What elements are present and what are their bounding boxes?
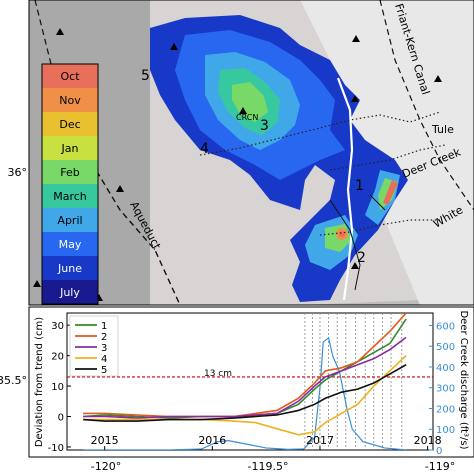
friant-kern-canal: [336, 77, 354, 301]
legend-month-label: Nov: [59, 94, 81, 107]
y2-tick-label: 0: [436, 446, 442, 457]
zone-label-1: 1: [355, 178, 364, 194]
map-panel: Friant-Kern Canal Aqueduct Tule Deer Cre…: [29, 0, 474, 305]
gps-stations: [33, 28, 442, 301]
chart-legend-label: 3: [101, 343, 107, 354]
gps-station: [351, 95, 359, 102]
chart-legend-box: [69, 315, 119, 377]
y2-tick-label: 300: [436, 384, 455, 395]
legend-month-label: Jan: [61, 142, 79, 155]
chart-legend-label: 2: [101, 332, 107, 343]
legend-swatch: [42, 88, 98, 112]
legend-swatch: [42, 256, 98, 280]
legend-month-label: June: [57, 262, 82, 275]
legend-month-label: March: [53, 190, 87, 203]
chart-marks: [67, 313, 433, 450]
gps-station: [170, 43, 178, 50]
legend-month-label: July: [59, 286, 80, 299]
y-tick-label: 10: [51, 382, 64, 393]
gps-station: [56, 28, 64, 35]
month-legend: Oct Nov Dec Jan Feb March April May June July: [41, 63, 99, 305]
legend-swatch: [42, 184, 98, 208]
legend-month-label: May: [59, 238, 82, 251]
y2-tick-label: 100: [436, 425, 455, 436]
y-tick-label: 20: [51, 352, 64, 363]
y-tick-label: 30: [51, 321, 64, 332]
legend-frame: [41, 63, 99, 305]
series-line-2: [83, 313, 407, 418]
crcn-label: CRCN: [236, 113, 258, 122]
legend-swatch: [42, 64, 98, 88]
gps-station: [434, 75, 442, 82]
legend-month-label: Dec: [59, 118, 80, 131]
legend-swatch: [42, 160, 98, 184]
legend-month-label: April: [57, 214, 82, 227]
y2-tick-label: 400: [436, 363, 455, 374]
gps-station: [351, 262, 359, 269]
y2-tick-label: 500: [436, 342, 455, 353]
legend-month-label: Feb: [60, 166, 79, 179]
y2-axis-label: Deer Creek discharge (ft³/s): [458, 310, 469, 449]
fault-line-right: [379, 0, 474, 211]
legend-swatch: [42, 136, 98, 160]
zone-label-2: 2: [357, 250, 366, 266]
y2-tick-label: 600: [436, 321, 455, 332]
map-frame: [28, 0, 474, 306]
lat-tick-36: 36°: [8, 166, 28, 179]
series-line-3: [83, 336, 407, 419]
white-river: [319, 219, 440, 236]
lon-tick-120: -120°: [91, 460, 121, 473]
foothills-light: [300, 0, 474, 305]
zone-label-5: 5: [141, 68, 150, 84]
chart-legend-label: 5: [101, 365, 107, 376]
zone-line-east: [369, 194, 386, 211]
lon-tick-119-5: -119.5°: [248, 460, 289, 473]
x-tick-label: 2018: [414, 434, 442, 447]
gps-station: [352, 35, 360, 42]
legend-swatch: [42, 208, 98, 232]
chart-legend-label: 1: [101, 321, 107, 332]
legend-swatch: [42, 112, 98, 136]
gps-station: [33, 280, 41, 287]
y2-tick-label: 200: [436, 404, 455, 415]
y-axis-label: Deviation from trend (cm): [34, 317, 45, 447]
tule-label: Tule: [431, 123, 454, 136]
lon-tick-119: -119°: [425, 460, 455, 473]
subsidence-peak-south-core: [339, 231, 345, 237]
x-tick-label: 2017: [306, 434, 334, 447]
fault-line-left: [34, 0, 61, 101]
y-tick-label: 0: [58, 413, 64, 424]
legend-month-label: Oct: [60, 70, 80, 83]
legend-swatch: [42, 280, 98, 304]
zone-line-south: [329, 199, 361, 291]
lat-tick-35-5: 35.5°: [0, 374, 27, 387]
gps-station: [239, 107, 247, 114]
threshold-label: 13 cm: [204, 369, 232, 379]
chart-legend-label: 4: [101, 354, 107, 365]
zone-label-4: 4: [200, 141, 209, 157]
gps-station: [116, 185, 124, 192]
discharge-line: [83, 336, 407, 450]
series-line-5: [83, 364, 407, 422]
y-tick-label: -10: [48, 443, 64, 454]
chart-plot-area: [66, 312, 434, 451]
legend-swatch: [42, 232, 98, 256]
x-tick-label: 2015: [91, 434, 119, 447]
x-tick-label: 2016: [198, 434, 226, 447]
zone-label-3: 3: [260, 118, 269, 134]
subsidence-peak-east: [383, 180, 398, 205]
